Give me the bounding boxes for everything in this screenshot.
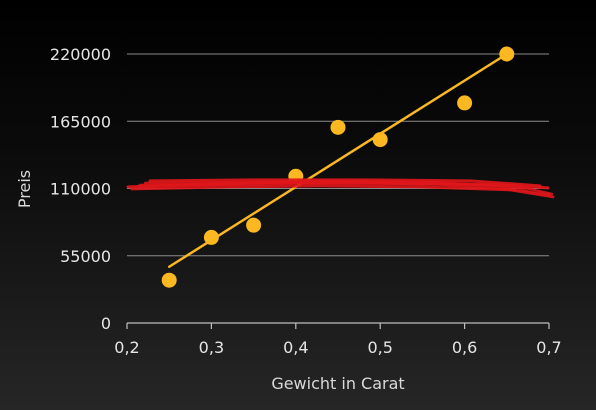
data-point-3 — [246, 217, 262, 233]
grid-lines — [127, 53, 549, 257]
x-tick-label: 0,6 — [452, 338, 477, 357]
y-axis-title: Preis — [15, 170, 34, 208]
y-tick-label: 55000 — [60, 247, 111, 266]
y-tick-label: 220000 — [50, 45, 111, 64]
data-point-6 — [372, 132, 388, 148]
data-point-8 — [499, 46, 515, 62]
x-tick-label: 0,7 — [536, 338, 561, 357]
data-point-5 — [330, 119, 346, 135]
x-tick-label: 0,5 — [367, 338, 392, 357]
x-tick-labels: 0,2 0,3 0,4 0,5 0,6 0,7 — [114, 338, 561, 357]
annotation-group — [126, 178, 555, 199]
x-tick-label: 0,2 — [114, 338, 139, 357]
data-point-7 — [457, 95, 473, 111]
y-tick-label: 0 — [101, 314, 111, 333]
axes — [126, 322, 550, 329]
y-tick-labels: 0 55000 110000 165000 220000 — [50, 45, 111, 333]
y-tick-label: 110000 — [50, 180, 111, 199]
annotation-stroke — [148, 178, 542, 188]
x-tick-label: 0,3 — [199, 338, 224, 357]
data-point-2 — [203, 229, 219, 245]
x-axis-title: Gewicht in Carat — [271, 374, 404, 393]
trendline — [167, 52, 509, 269]
trendline-group — [167, 52, 509, 269]
annotation-stroke — [136, 181, 552, 196]
y-tick-label: 165000 — [50, 112, 111, 131]
x-tick-label: 0,4 — [283, 338, 308, 357]
data-point-1 — [161, 272, 177, 288]
